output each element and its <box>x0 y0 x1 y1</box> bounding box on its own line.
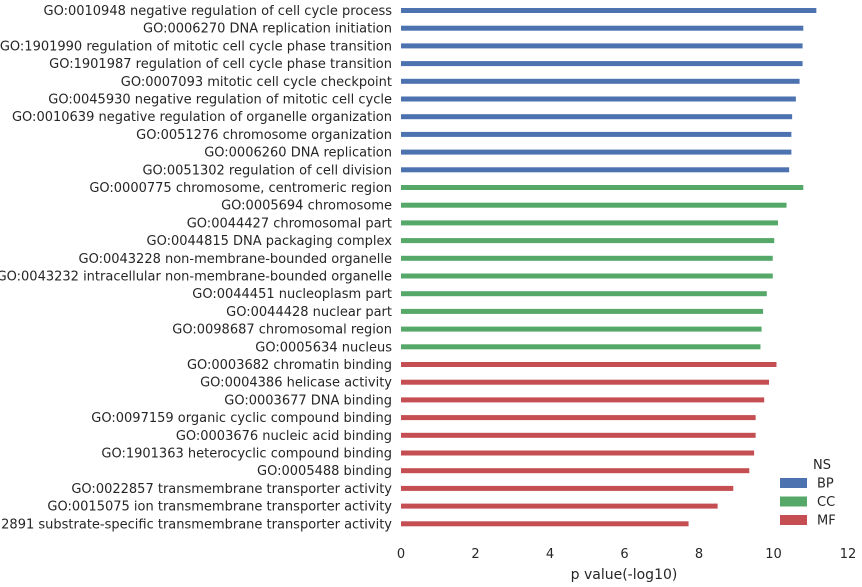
category-labels: GO:0010948 negative regulation of cell c… <box>0 4 392 532</box>
bar-mf <box>401 362 777 367</box>
bar-mf <box>401 485 734 491</box>
bar-cc <box>401 255 773 261</box>
bar-bp <box>401 96 796 102</box>
category-label: GO:0043232 intracellular non-membrane-bo… <box>0 270 392 285</box>
bars-layer <box>401 8 817 527</box>
bar-mf <box>401 468 750 474</box>
bar-mf <box>401 379 770 385</box>
bar-mf <box>401 432 756 438</box>
legend-label-cc: CC <box>817 495 835 510</box>
category-label: GO:0045930 negative regulation of mitoti… <box>48 93 392 108</box>
category-label: GO:0044451 nucleoplasm part <box>192 287 392 302</box>
legend-title: NS <box>813 458 831 473</box>
category-label: GO:0005694 chromosome <box>221 199 392 214</box>
bar-bp <box>401 61 803 67</box>
category-label: GO:0006270 DNA replication initiation <box>143 22 392 37</box>
legend-entries: BP CC MF <box>780 477 836 529</box>
x-tick-label: 0 <box>397 547 405 562</box>
category-label: GO:0022857 transmembrane transporter act… <box>71 482 392 497</box>
x-axis-ticks: 0 2 4 6 8 10 12 <box>397 547 856 562</box>
category-label: GO:0003677 DNA binding <box>224 393 392 408</box>
bar-cc <box>401 185 804 190</box>
x-tick-label: 6 <box>620 547 628 562</box>
category-label: GO:0051302 regulation of cell division <box>142 163 392 178</box>
category-label: GO:0000775 chromosome, centromeric regio… <box>89 181 392 196</box>
legend-label-bp: BP <box>817 477 834 492</box>
bar-cc <box>401 326 762 332</box>
bar-bp <box>401 131 792 137</box>
bar-cc <box>401 238 775 244</box>
category-label: GO:1901363 heterocyclic compound binding <box>101 447 392 462</box>
x-axis-title: p value(-log10) <box>571 567 678 583</box>
bar-bp <box>401 43 803 49</box>
bar-mf <box>401 397 765 403</box>
x-tick-label: 10 <box>765 547 782 562</box>
category-label: GO:0005634 nucleus <box>255 340 392 355</box>
legend-swatch-mf <box>780 515 807 525</box>
category-label: GO:0003676 nucleic acid binding <box>176 429 392 444</box>
bar-bp <box>401 167 790 173</box>
category-label: GO:0010948 negative regulation of cell c… <box>44 4 393 19</box>
legend-swatch-bp <box>780 478 807 488</box>
bar-bp <box>401 149 792 155</box>
category-label: GO:0003682 chromatin binding <box>187 358 392 373</box>
bar-bp <box>401 25 804 31</box>
category-label: GO:0015075 ion transmembrane transporter… <box>47 500 392 515</box>
bar-cc <box>401 202 787 208</box>
legend-swatch-cc <box>780 496 807 507</box>
category-label: GO:0043228 non-membrane-bounded organell… <box>79 252 393 267</box>
bar-cc <box>401 344 761 350</box>
x-tick-label: 4 <box>546 547 554 562</box>
category-label: GO:0004386 helicase activity <box>200 376 392 391</box>
category-label: GO:0010639 negative regulation of organe… <box>12 110 392 125</box>
category-label: GO:0098687 chromosomal region <box>172 323 392 338</box>
category-label: GO:0044815 DNA packaging complex <box>147 234 393 249</box>
category-label: GO:0044427 chromosomal part <box>187 216 392 231</box>
category-label: GO:0005488 binding <box>257 464 392 479</box>
x-tick-label: 8 <box>695 547 703 562</box>
x-tick-label: 12 <box>840 547 857 562</box>
bar-mf <box>401 450 755 456</box>
category-label: GO:0044428 nuclear part <box>226 305 392 320</box>
x-tick-label: 2 <box>471 547 479 562</box>
bar-bp <box>401 8 817 13</box>
category-label: GO:0022891 substrate-specific transmembr… <box>0 517 392 532</box>
category-label: GO:0006260 DNA replication <box>204 146 392 161</box>
category-label: GO:1901990 regulation of mitotic cell cy… <box>0 39 392 54</box>
bar-cc <box>401 308 764 314</box>
legend-label-mf: MF <box>817 514 836 529</box>
bar-bp <box>401 78 800 84</box>
bar-mf <box>401 415 756 421</box>
bar-cc <box>401 273 773 279</box>
bar-cc <box>401 220 778 226</box>
bar-bp <box>401 114 793 120</box>
category-label: GO:1901987 regulation of cell cycle phas… <box>49 57 392 72</box>
bar-mf <box>401 521 689 527</box>
bar-cc <box>401 291 767 297</box>
bar-mf <box>401 503 718 509</box>
category-label: GO:0007093 mitotic cell cycle checkpoint <box>121 75 392 90</box>
category-label: GO:0097159 organic cyclic compound bindi… <box>91 411 392 426</box>
legend: NS BP CC MF <box>780 458 836 529</box>
category-label: GO:0051276 chromosome organization <box>136 128 392 143</box>
